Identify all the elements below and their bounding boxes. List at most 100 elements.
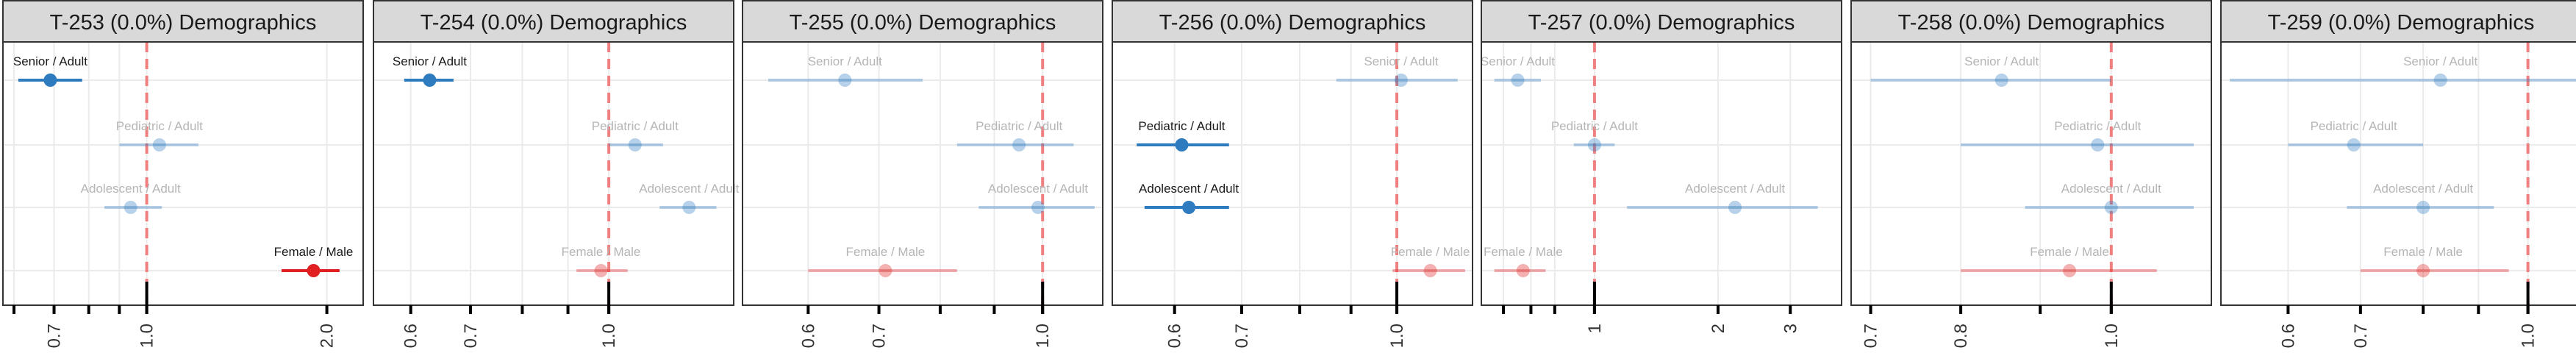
estimate-adolescent-adult: Adolescent / Adult: [2347, 182, 2494, 214]
point-estimate: [152, 138, 166, 151]
point-label: Pediatric / Adult: [976, 119, 1062, 133]
plot-area: [2221, 42, 2576, 305]
point-label: Senior / Adult: [1364, 54, 1438, 68]
estimate-pediatric-adult: Pediatric / Adult: [1961, 119, 2194, 151]
estimate-female-male: Female / Male: [808, 245, 957, 277]
point-label: Female / Male: [274, 245, 354, 259]
panel-title: T-255 (0.0%) Demographics: [790, 11, 1056, 35]
tick-label: 0.6: [2278, 324, 2298, 348]
point-estimate: [2416, 264, 2430, 277]
tick-label: 0.8: [1951, 324, 1971, 348]
point-estimate: [838, 74, 852, 87]
tick-label: 0.7: [870, 324, 890, 348]
point-estimate: [682, 201, 696, 214]
estimate-senior-adult: Senior / Adult: [13, 54, 87, 87]
point-estimate: [1031, 201, 1045, 214]
estimate-adolescent-adult: Adolescent / Adult: [81, 182, 181, 214]
panel-3: T-255 (0.0%) Demographics Senior / Adult P…: [742, 0, 1103, 348]
panel-title: T-253 (0.0%) Demographics: [50, 11, 317, 35]
point-estimate: [2091, 138, 2105, 151]
panel-2: T-254 (0.0%) Demographics Senior / Adult P…: [373, 0, 740, 348]
tick-label: 2.0: [318, 324, 337, 348]
point-estimate: [307, 264, 321, 277]
estimate-senior-adult: Senior / Adult: [2230, 54, 2576, 87]
panel-border: [373, 41, 734, 306]
tick-label: 3: [1781, 324, 1800, 333]
point-label: Adolescent / Adult: [1685, 182, 1785, 196]
point-label: Pediatric / Adult: [1551, 119, 1638, 133]
tick-label: 0.7: [2351, 324, 2371, 348]
point-label: Senior / Adult: [1481, 54, 1555, 68]
point-label: Pediatric / Adult: [592, 119, 679, 133]
estimate-female-male: Female / Male: [1961, 245, 2157, 277]
panel-border: [1112, 41, 1473, 306]
estimate-senior-adult: Senior / Adult: [1870, 54, 2111, 87]
point-label: Pediatric / Adult: [2311, 119, 2397, 133]
panel-border: [742, 41, 1103, 306]
point-label: Adolescent / Adult: [2373, 182, 2473, 196]
panel-title: T-257 (0.0%) Demographics: [1528, 11, 1795, 35]
tick-label: 1.0: [1033, 324, 1053, 348]
point-estimate: [2347, 138, 2361, 151]
panel-strip: [1481, 0, 1842, 43]
panel-5: T-257 (0.0%) Demographics Senior / Adult P…: [1481, 0, 1842, 333]
point-label: Adolescent / Adult: [2061, 182, 2161, 196]
estimate-pediatric-adult: Pediatric / Adult: [2288, 119, 2424, 151]
panel-4: T-256 (0.0%) Demographics Senior / Adult P…: [1112, 0, 1473, 348]
estimate-adolescent-adult: Adolescent / Adult: [639, 182, 740, 214]
point-estimate: [1423, 264, 1437, 277]
tick-label: 1.0: [2102, 324, 2122, 348]
point-label: Adolescent / Adult: [639, 182, 739, 196]
point-label: Adolescent / Adult: [81, 182, 181, 196]
tick-label: 1.0: [599, 324, 619, 348]
point-estimate: [1728, 201, 1742, 214]
point-label: Female / Male: [2383, 245, 2463, 259]
plot-area: [373, 42, 734, 305]
point-estimate: [628, 138, 642, 151]
tick-label: 0.7: [45, 324, 65, 348]
plot-area: [3, 42, 363, 305]
point-label: Senior / Adult: [393, 54, 467, 68]
point-estimate: [1394, 74, 1408, 87]
tick-label: 1.0: [2519, 324, 2539, 348]
estimate-pediatric-adult: Pediatric / Adult: [1137, 119, 1229, 151]
point-estimate: [2433, 74, 2447, 87]
point-label: Female / Male: [1484, 245, 1563, 259]
point-estimate: [1511, 74, 1525, 87]
panel-title: T-259 (0.0%) Demographics: [2268, 11, 2535, 35]
plot-area: [1112, 42, 1473, 305]
point-estimate: [1587, 138, 1601, 151]
point-label: Female / Male: [846, 245, 926, 259]
point-label: Female / Male: [562, 245, 641, 259]
panel-border: [1850, 41, 2212, 306]
point-label: Pediatric / Adult: [116, 119, 203, 133]
point-label: Adolescent / Adult: [1139, 182, 1239, 196]
estimate-adolescent-adult: Adolescent / Adult: [1627, 182, 1818, 214]
estimate-adolescent-adult: Adolescent / Adult: [978, 182, 1095, 214]
tick-label: 0.7: [1861, 324, 1881, 348]
point-label: Adolescent / Adult: [988, 182, 1088, 196]
point-label: Female / Male: [1391, 245, 1470, 259]
point-estimate: [1516, 264, 1530, 277]
panel-title: T-256 (0.0%) Demographics: [1159, 11, 1426, 35]
estimate-female-male: Female / Male: [274, 245, 354, 277]
tick-label: 0.7: [1232, 324, 1252, 348]
estimate-adolescent-adult: Adolescent / Adult: [2025, 182, 2194, 214]
panel-title: T-258 (0.0%) Demographics: [1898, 11, 2165, 35]
estimate-female-male: Female / Male: [1391, 245, 1470, 277]
panel-strip: [373, 0, 734, 43]
point-estimate: [879, 264, 892, 277]
panel-title: T-254 (0.0%) Demographics: [421, 11, 687, 35]
point-label: Senior / Adult: [808, 54, 882, 68]
panel-border: [2, 41, 364, 306]
tick-label: 1: [1585, 324, 1605, 333]
point-label: Female / Male: [2030, 245, 2109, 259]
estimate-pediatric-adult: Pediatric / Adult: [1551, 119, 1638, 151]
point-label: Senior / Adult: [2403, 54, 2477, 68]
tick-label: 0.6: [1165, 324, 1185, 348]
point-label: Senior / Adult: [1964, 54, 2039, 68]
estimate-pediatric-adult: Pediatric / Adult: [116, 119, 203, 151]
panel-border: [2220, 41, 2576, 306]
tick-label: 2: [1709, 324, 1728, 333]
